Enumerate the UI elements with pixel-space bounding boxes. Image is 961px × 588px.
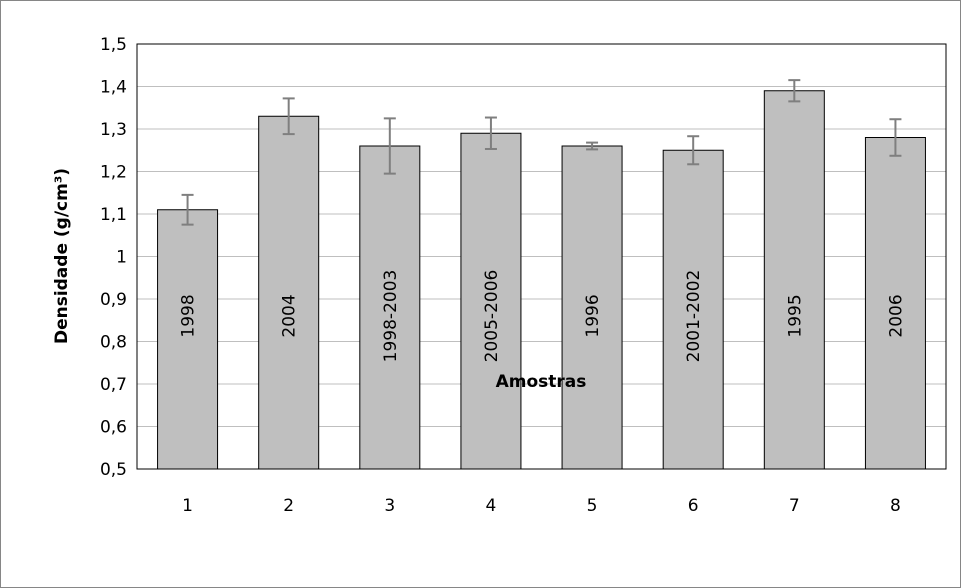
x-axis-title: Amostras [496, 372, 587, 392]
error-bars [181, 79, 902, 226]
bar [258, 115, 320, 470]
plot-area-border [136, 43, 947, 470]
y-tick-label: 1,4 [100, 78, 127, 98]
x-tick-label: 4 [486, 496, 497, 516]
bar-data-label: 1995 [785, 294, 805, 337]
bar-data-label: 2001-2002 [684, 270, 704, 363]
y-tick-label: 1 [116, 248, 127, 268]
error-bar [788, 79, 801, 103]
x-tick-label: 5 [587, 496, 598, 516]
bar [864, 137, 926, 470]
error-bar [687, 135, 700, 166]
y-tick-label: 0,5 [100, 460, 127, 480]
bar-data-label: 1998-2003 [381, 270, 401, 363]
bars [157, 90, 926, 470]
x-tick-label: 8 [890, 496, 901, 516]
y-tick-label: 1,1 [100, 205, 127, 225]
bar-data-label: 1996 [583, 294, 603, 337]
y-tick-label: 0,9 [100, 290, 127, 310]
error-bar [383, 117, 396, 175]
x-tick-label: 7 [789, 496, 800, 516]
y-tick-label: 0,8 [100, 333, 127, 353]
error-bar [282, 97, 295, 136]
error-bar [484, 116, 497, 150]
x-tick-label: 1 [182, 496, 193, 516]
y-tick-label: 1,2 [100, 163, 127, 183]
y-axis-title: Densidade (g/cm³) [52, 168, 72, 344]
x-tick-label: 3 [384, 496, 395, 516]
bar [157, 209, 219, 470]
error-bar [586, 141, 599, 151]
bar-data-label: 2004 [280, 294, 300, 337]
error-bar [889, 118, 902, 157]
bar-labels: 1998 2004 1998-2003 2005-2006 1996 2001-2002 1… [179, 270, 907, 363]
bar [763, 90, 825, 470]
x-tick-label: 6 [688, 496, 699, 516]
y-tick-label: 1,3 [100, 120, 127, 140]
bar-data-label: 1998 [179, 294, 199, 337]
bar-data-label: 2005-2006 [482, 270, 502, 363]
y-tick-label: 0,7 [100, 375, 127, 395]
error-bar [181, 193, 194, 226]
x-tick-label: 2 [283, 496, 294, 516]
x-tick-labels: 1 2 3 4 5 6 7 8 [182, 496, 901, 516]
y-tick-label: 0,6 [100, 418, 127, 438]
y-tick-label: 1,5 [100, 35, 127, 55]
bar-data-label: 2006 [886, 294, 906, 337]
y-tick-labels: 0,5 0,6 0,7 0,8 0,9 1 1,1 1,2 1,3 1,4 1,5 [100, 35, 127, 480]
